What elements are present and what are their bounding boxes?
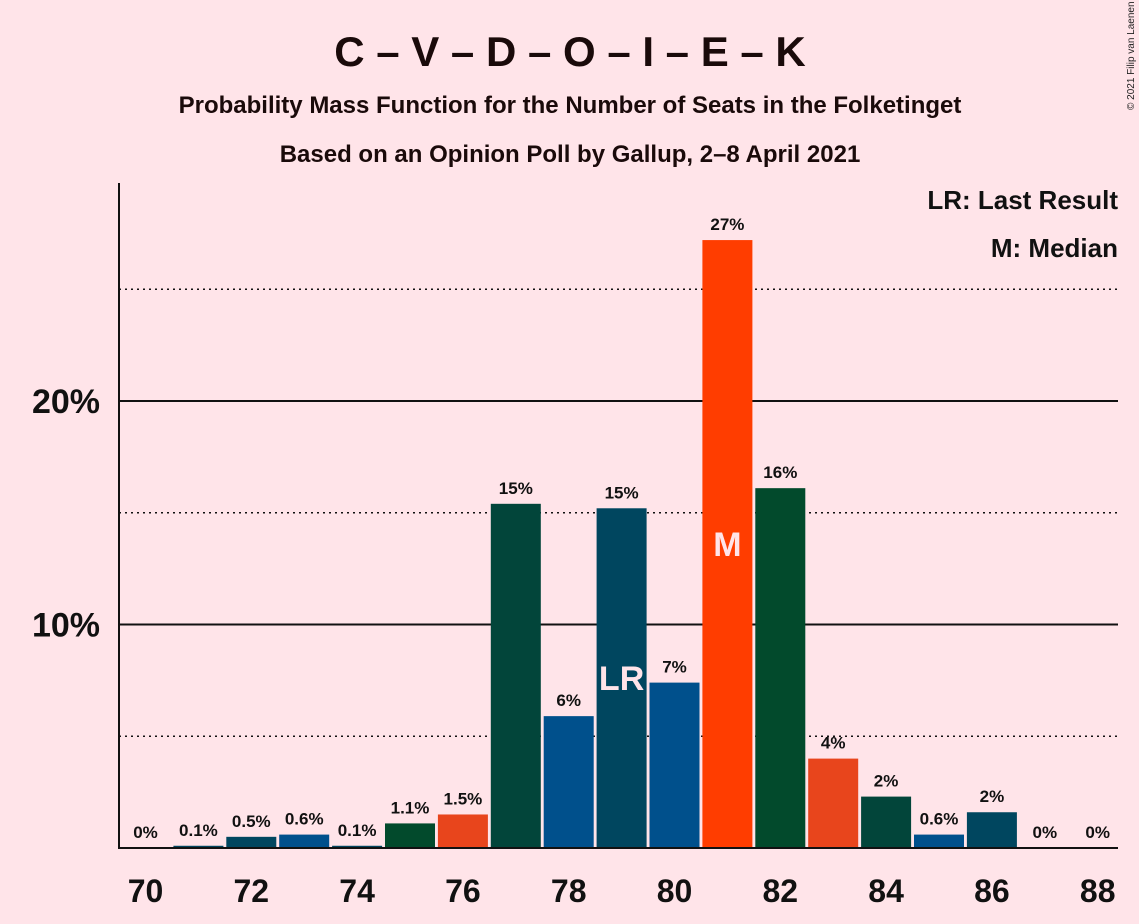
bar-71 [173, 845, 224, 848]
bar-72 [226, 836, 277, 848]
bar-79 [596, 508, 647, 848]
bar-label-78: 6% [556, 691, 581, 710]
bar-label-72: 0.5% [232, 812, 271, 831]
bar-label-85: 0.6% [920, 810, 959, 829]
y-tick-label: 10% [32, 607, 100, 645]
x-tick-label: 74 [339, 873, 375, 909]
x-tick-label: 86 [974, 873, 1010, 909]
bar-label-84: 2% [874, 772, 899, 791]
bar-label-70: 0% [133, 823, 158, 842]
bar-label-71: 0.1% [179, 821, 218, 840]
bar-77 [490, 503, 541, 848]
legend-last-result: LR: Last Result [927, 185, 1118, 215]
x-tick-label: 82 [763, 873, 799, 909]
bar-85 [914, 834, 964, 848]
bar-label-74: 0.1% [338, 821, 377, 840]
bar-74 [332, 845, 383, 848]
bar-label-81: 27% [710, 215, 744, 234]
bar-76 [437, 814, 488, 848]
bar-label-83: 4% [821, 734, 846, 753]
x-tick-labels: 70 72 74 76 78 80 82 84 86 88 [128, 873, 1116, 909]
bar-80 [649, 682, 700, 848]
x-tick-label: 76 [445, 873, 481, 909]
bar-markers: LR M [599, 526, 742, 698]
bar-label-80: 7% [662, 658, 687, 677]
legend-median: M: Median [991, 233, 1118, 263]
chart-subtitle-poll: Based on an Opinion Poll by Gallup, 2–8 … [280, 141, 861, 168]
median-marker: M [713, 526, 741, 564]
bar-label-75: 1.1% [391, 798, 430, 817]
bar-label-79: 15% [605, 483, 639, 502]
bars [173, 240, 1017, 848]
bar-labels: 0% 0.1% 0.5% 0.6% 0.1% 1.1% 1.5% 15% 6% 15% 7% 27% 1… [133, 215, 1110, 842]
y-tick-labels: 10% 20% [32, 383, 100, 645]
bar-86 [966, 812, 1017, 848]
x-tick-label: 70 [128, 873, 164, 909]
bar-82 [755, 488, 806, 848]
bar-75 [385, 823, 435, 848]
bar-label-88: 0% [1085, 823, 1110, 842]
x-tick-label: 84 [868, 873, 904, 909]
copyright-text: © 2021 Filip van Laenen [1126, 1, 1137, 110]
chart-subtitle: Probability Mass Function for the Number… [179, 92, 962, 119]
y-tick-label: 20% [32, 383, 100, 421]
x-tick-label: 72 [234, 873, 270, 909]
bar-label-86: 2% [980, 787, 1005, 806]
x-tick-label: 88 [1080, 873, 1116, 909]
last-result-marker: LR [599, 660, 644, 698]
bar-label-87: 0% [1033, 823, 1058, 842]
bar-83 [808, 758, 859, 848]
bar-label-77: 15% [499, 479, 533, 498]
chart-title: C – V – D – O – I – E – K [334, 28, 806, 75]
x-tick-label: 80 [657, 873, 693, 909]
x-tick-label: 78 [551, 873, 587, 909]
bar-label-82: 16% [763, 463, 797, 482]
bar-78 [543, 716, 594, 848]
bar-label-76: 1.5% [444, 789, 483, 808]
bar-73 [279, 834, 330, 848]
bar-label-73: 0.6% [285, 810, 324, 829]
bar-81 [702, 240, 753, 848]
bar-84 [861, 796, 912, 848]
